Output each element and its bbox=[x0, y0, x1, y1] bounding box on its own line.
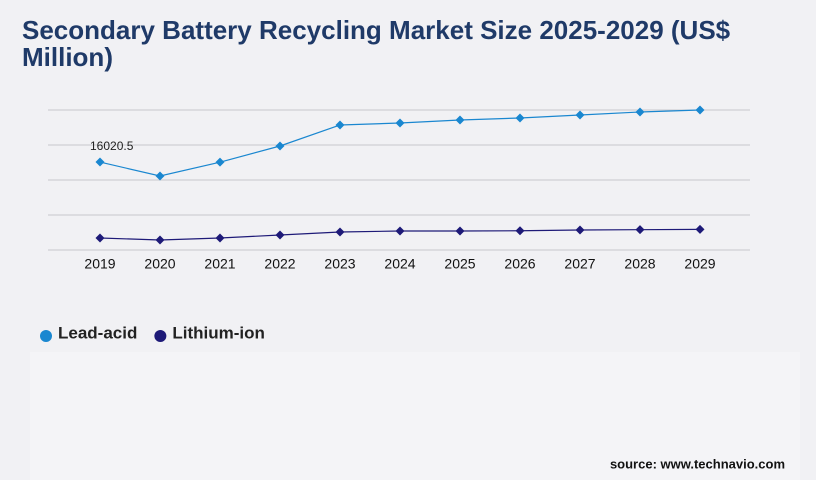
data-point bbox=[95, 157, 105, 167]
data-point bbox=[635, 225, 645, 235]
data-point bbox=[575, 225, 585, 235]
data-point bbox=[275, 141, 285, 151]
data-point bbox=[395, 118, 405, 128]
x-tick-label: 2027 bbox=[564, 256, 595, 272]
chart-title: Secondary Battery Recycling Market Size … bbox=[22, 15, 731, 72]
x-tick-label: 2023 bbox=[324, 256, 355, 272]
x-tick-label: 2024 bbox=[384, 256, 415, 272]
data-point bbox=[455, 115, 465, 125]
data-point bbox=[695, 105, 705, 115]
x-tick-label: 2022 bbox=[264, 256, 295, 272]
x-tick-label: 2029 bbox=[684, 256, 715, 272]
data-label: 16020.5 bbox=[90, 139, 134, 153]
data-point bbox=[515, 113, 525, 123]
data-point bbox=[215, 233, 225, 243]
data-point bbox=[275, 230, 285, 240]
legend-label: Lithium-ion bbox=[172, 323, 265, 342]
source: source: www.technavio.com bbox=[610, 456, 785, 471]
x-tick-label: 2026 bbox=[504, 256, 535, 272]
data-point bbox=[455, 226, 465, 236]
data-point bbox=[695, 224, 705, 234]
data-point bbox=[575, 110, 585, 120]
legend-marker bbox=[154, 330, 167, 342]
data-point bbox=[155, 235, 165, 245]
x-tick-label: 2025 bbox=[444, 256, 475, 272]
legend-label: Lead-acid bbox=[58, 323, 137, 342]
data-point bbox=[515, 226, 525, 236]
lower-panel bbox=[30, 352, 800, 480]
data-point bbox=[335, 120, 345, 130]
x-tick-label: 2021 bbox=[204, 256, 235, 272]
data-point bbox=[155, 171, 165, 181]
x-tick-label: 2020 bbox=[144, 256, 175, 272]
data-point bbox=[95, 233, 105, 243]
x-tick-label: 2019 bbox=[84, 256, 115, 272]
data-point bbox=[635, 107, 645, 117]
data-point bbox=[215, 157, 225, 167]
legend-marker bbox=[40, 330, 52, 342]
x-tick-label: 2028 bbox=[624, 256, 655, 272]
data-point bbox=[395, 226, 405, 236]
data-point bbox=[335, 227, 345, 237]
